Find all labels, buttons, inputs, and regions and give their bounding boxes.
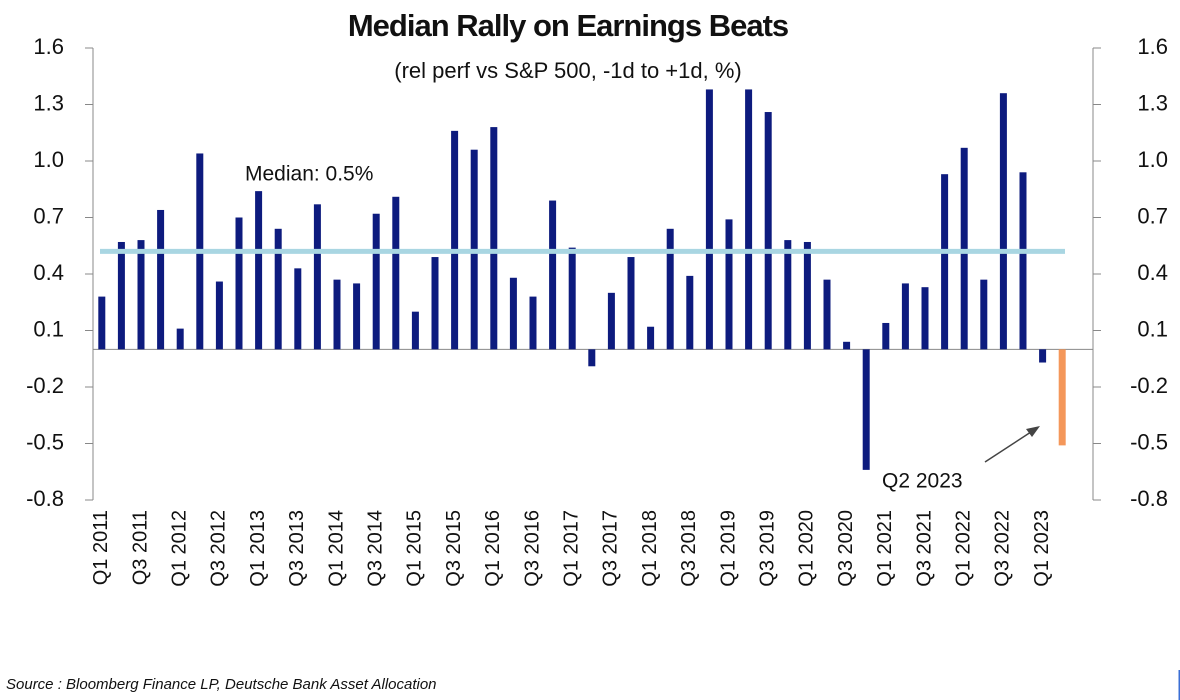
y-tick-label: 0.7 (33, 203, 64, 228)
chart-subtitle: (rel perf vs S&P 500, -1d to +1d, %) (394, 58, 742, 83)
bar (313, 204, 321, 350)
x-tick-label: Q3 2017 (600, 510, 622, 587)
bar (568, 247, 576, 350)
bar (745, 89, 753, 350)
bar (176, 328, 184, 350)
bar (960, 147, 968, 350)
y-tick-label: 0.4 (33, 260, 64, 285)
bar (98, 296, 106, 350)
bar (255, 191, 263, 350)
bar (921, 287, 929, 350)
x-tick-label: Q1 2016 (482, 510, 504, 587)
y2-tick-label: 0.7 (1137, 203, 1168, 228)
x-tick-label: Q1 2012 (168, 510, 190, 587)
bar (901, 283, 909, 350)
y-tick-label: 1.6 (33, 34, 64, 59)
bar (823, 279, 831, 350)
bar (980, 279, 988, 350)
bar (588, 349, 596, 367)
y-tick-label: 0.1 (33, 316, 64, 341)
bar (725, 219, 733, 350)
x-tick-label: Q3 2022 (992, 510, 1014, 587)
x-tick-label: Q1 2020 (796, 510, 818, 587)
chart-title: Median Rally on Earnings Beats (348, 8, 788, 43)
annotation-arrow (984, 429, 1035, 463)
x-tick-label: Q3 2016 (521, 510, 543, 587)
y2-tick-label: -0.8 (1130, 486, 1168, 511)
bar (941, 174, 949, 350)
bar (784, 240, 792, 350)
bar (157, 209, 165, 350)
bar (686, 275, 694, 350)
y2-tick-label: 1.3 (1137, 90, 1168, 115)
x-tick-label: Q1 2014 (325, 510, 347, 587)
x-tick-label: Q3 2011 (129, 510, 151, 585)
bar (274, 228, 282, 350)
source-note: Source : Bloomberg Finance LP, Deutsche … (6, 676, 437, 693)
x-tick-label: Q3 2012 (208, 510, 230, 587)
bar (862, 349, 870, 470)
x-tick-label: Q1 2023 (1031, 510, 1053, 587)
y-tick-label: 1.0 (33, 147, 64, 172)
x-tick-label: Q1 2022 (952, 510, 974, 587)
x-tick-label: Q3 2014 (364, 510, 386, 587)
x-tick-label: Q1 2018 (639, 510, 661, 587)
x-tick-label: Q1 2019 (717, 510, 739, 587)
x-tick-label: Q1 2013 (247, 510, 269, 587)
x-tick-label: Q1 2017 (560, 510, 582, 587)
bar (999, 93, 1007, 350)
bar (705, 89, 713, 350)
bar (509, 277, 517, 350)
bar (117, 241, 125, 350)
arrow-head (1026, 426, 1040, 437)
bar (235, 217, 243, 350)
x-tick-label: Q3 2018 (678, 510, 700, 587)
x-tick-label: Q1 2021 (874, 510, 896, 587)
bar (1019, 172, 1027, 350)
y2-tick-label: 1.6 (1137, 34, 1168, 59)
bar (333, 279, 341, 350)
y-tick-label: 1.3 (33, 90, 64, 115)
y2-tick-label: 1.0 (1137, 147, 1168, 172)
median-label: Median: 0.5% (245, 163, 373, 186)
bar (137, 240, 145, 350)
bar (1058, 349, 1066, 446)
x-tick-label: Q3 2019 (756, 510, 778, 587)
bar (882, 322, 890, 350)
bar (411, 311, 419, 350)
bar (647, 326, 655, 350)
bar (529, 296, 537, 350)
y2-tick-label: 0.4 (1137, 260, 1168, 285)
y-tick-label: -0.2 (26, 373, 64, 398)
bar (392, 196, 400, 350)
x-tick-label: Q1 2011 (90, 510, 112, 585)
y-tick-label: -0.5 (26, 429, 64, 454)
bar (607, 292, 615, 350)
x-tick-label: Q3 2013 (286, 510, 308, 587)
bar (549, 200, 557, 350)
bar (353, 283, 361, 350)
x-tick-label: Q3 2021 (913, 510, 935, 587)
bar (1039, 349, 1047, 363)
bar (490, 127, 498, 350)
bar (843, 341, 851, 350)
y2-tick-label: 0.1 (1137, 316, 1168, 341)
bar (451, 130, 459, 350)
y2-tick-label: -0.2 (1130, 373, 1168, 398)
bar (666, 228, 674, 350)
bar (294, 268, 302, 350)
x-tick-label: Q3 2015 (443, 510, 465, 587)
bar (215, 281, 223, 350)
bar (627, 257, 635, 350)
bar (431, 257, 439, 350)
bar (372, 213, 380, 350)
bar (803, 241, 811, 350)
annotation: Q2 2023 (882, 470, 963, 493)
y-tick-label: -0.8 (26, 486, 64, 511)
bar (764, 112, 772, 350)
x-tick-label: Q1 2015 (404, 510, 426, 587)
x-tick-label: Q3 2020 (835, 510, 857, 587)
y2-tick-label: -0.5 (1130, 429, 1168, 454)
